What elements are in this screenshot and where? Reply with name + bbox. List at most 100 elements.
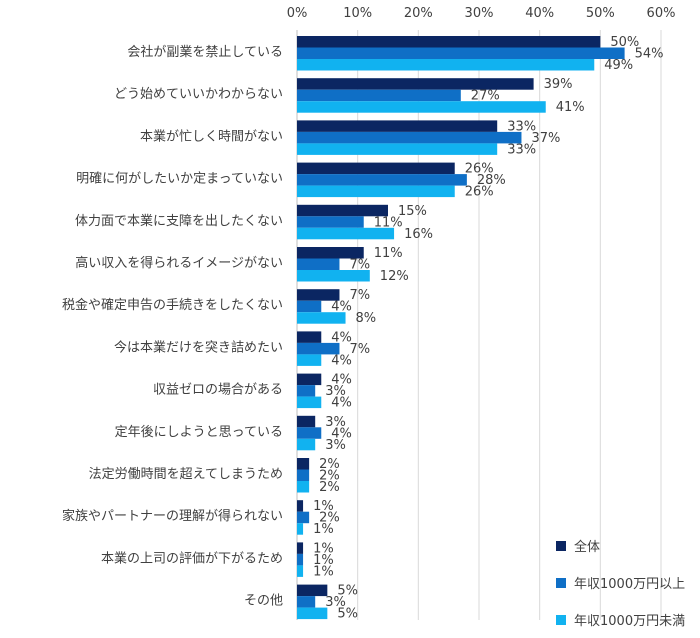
data-label: 3% — [325, 415, 346, 430]
data-label: 12% — [380, 269, 409, 284]
bar — [297, 458, 310, 470]
data-label: 2% — [319, 457, 340, 472]
bar — [297, 523, 304, 535]
data-label: 5% — [337, 607, 358, 622]
bar — [297, 385, 316, 397]
bar — [297, 469, 310, 481]
bar — [297, 143, 498, 155]
data-label: 33% — [507, 119, 536, 134]
data-label: 4% — [331, 373, 352, 388]
data-label: 4% — [331, 396, 352, 411]
legend-label: 全体 — [574, 539, 600, 555]
legend-swatch — [556, 578, 566, 588]
bar — [297, 500, 304, 512]
data-label: 8% — [356, 311, 377, 326]
data-label: 33% — [507, 142, 536, 157]
bar — [297, 415, 316, 428]
bar — [297, 607, 328, 620]
x-tick-label: 0% — [287, 6, 308, 21]
bar — [297, 596, 316, 608]
data-label: 7% — [349, 342, 370, 357]
data-label: 1% — [313, 522, 334, 537]
data-label: 7% — [349, 288, 370, 303]
data-label: 4% — [331, 300, 352, 315]
legend-swatch — [556, 541, 566, 551]
bar — [297, 59, 595, 71]
legend-label: 年収1000万円以上 — [574, 577, 685, 592]
bar — [297, 101, 546, 113]
data-label: 3% — [325, 438, 346, 453]
category-label: 体力面で本業に支障を出したくない — [75, 213, 283, 229]
x-tick-label: 30% — [465, 6, 494, 21]
category-label: 本業が忙しく時間がない — [140, 128, 283, 144]
category-label: 法定労働時間を超えてしまうため — [89, 467, 283, 482]
bar — [297, 185, 455, 198]
bar — [297, 120, 498, 132]
category-label: 定年後にしようと思っている — [115, 425, 283, 440]
bar — [297, 204, 388, 217]
bar — [297, 511, 310, 524]
data-label: 7% — [349, 258, 370, 273]
bar — [297, 584, 328, 597]
legend-label: 年収1000万円未満 — [574, 614, 685, 629]
x-tick-label: 40% — [525, 6, 554, 21]
data-label: 41% — [556, 100, 585, 115]
data-label: 1% — [313, 564, 334, 579]
x-axis-ticks: 0% 10% 20% 30% 40% 50% 60% — [287, 6, 676, 21]
bar — [297, 216, 364, 228]
bar — [297, 553, 304, 566]
bar — [297, 162, 455, 175]
data-label: 4% — [331, 426, 352, 441]
bar — [297, 354, 322, 366]
bar — [297, 373, 322, 386]
data-label: 50% — [610, 35, 639, 50]
bar — [297, 427, 322, 439]
data-label: 3% — [325, 595, 346, 610]
bar — [297, 331, 322, 343]
data-label: 39% — [544, 77, 573, 92]
data-label: 54% — [635, 47, 664, 62]
bar — [297, 227, 395, 240]
category-label: 家族やパートナーの理解が得られない — [62, 508, 283, 524]
bar — [297, 542, 304, 554]
x-tick-label: 60% — [647, 6, 676, 21]
data-label: 1% — [313, 499, 334, 514]
category-label: 収益ゼロの場合がある — [153, 383, 283, 398]
category-label: どう始めていいかわからない — [114, 87, 283, 102]
data-label: 4% — [331, 353, 352, 368]
category-label: 税金や確定申告の手続きをしたくない — [62, 297, 283, 313]
category-label: 会社が副業を禁止している — [127, 44, 283, 60]
data-label: 37% — [531, 131, 560, 146]
bar — [297, 131, 522, 144]
bar — [297, 36, 601, 48]
bar — [297, 289, 340, 301]
data-label: 1% — [313, 541, 334, 556]
bar — [297, 174, 467, 186]
bar — [297, 300, 322, 313]
bar — [297, 438, 316, 451]
category-label: 本業の上司の評価が下がるため — [101, 550, 283, 566]
x-tick-label: 10% — [343, 6, 372, 21]
data-label: 2% — [319, 480, 340, 495]
bars: 50%54%49%39%27%41%33%37%33%26%28%26%15%1… — [297, 35, 664, 622]
bar — [297, 78, 534, 90]
bar — [297, 89, 461, 102]
bar — [297, 312, 346, 324]
bar — [297, 396, 322, 409]
bar — [297, 247, 364, 259]
bar — [297, 565, 304, 577]
category-label: 今は本業だけを突き詰めたい — [114, 339, 283, 355]
legend-swatch — [556, 615, 566, 625]
data-label: 27% — [471, 89, 500, 104]
data-label: 2% — [319, 511, 340, 526]
bar — [297, 342, 340, 355]
data-label: 26% — [465, 162, 494, 177]
category-label: 高い収入を得られるイメージがない — [75, 255, 283, 271]
category-label: 明確に何がしたいか定まっていない — [76, 171, 283, 187]
category-label: その他 — [244, 594, 283, 609]
data-label: 3% — [325, 384, 346, 399]
data-label: 4% — [331, 330, 352, 345]
data-label: 28% — [477, 173, 506, 188]
